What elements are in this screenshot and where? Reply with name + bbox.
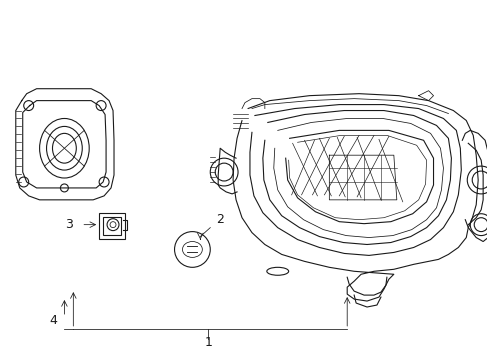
Text: 1: 1	[204, 336, 212, 349]
Text: 2: 2	[216, 213, 224, 226]
Text: 4: 4	[49, 314, 57, 327]
Text: 3: 3	[65, 218, 73, 231]
